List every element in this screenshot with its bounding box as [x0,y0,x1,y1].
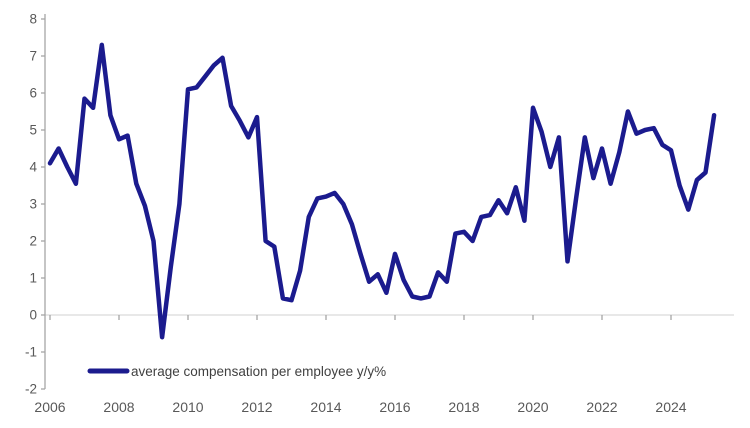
x-tick-label: 2012 [241,399,272,415]
x-tick-label: 2006 [34,399,65,415]
x-tick-label: 2010 [172,399,203,415]
x-tick-label: 2022 [586,399,617,415]
x-tick-label: 2016 [379,399,410,415]
y-tick-label: 3 [29,197,37,212]
x-tick-label: 2018 [448,399,479,415]
x-tick-label: 2008 [103,399,134,415]
legend-label: average compensation per employee y/y% [131,364,386,379]
y-tick-label: 0 [29,308,37,323]
y-tick-label: 5 [29,123,37,138]
x-tick-label: 2014 [310,399,341,415]
series-line [47,42,717,340]
y-tick-label: 7 [29,49,37,64]
legend: average compensation per employee y/y% [87,364,386,379]
y-tick-label: 6 [29,86,37,101]
y-tick-label: 2 [29,234,37,249]
y-tick-label: 8 [29,12,37,27]
y-tick-label: -1 [25,345,37,360]
x-tick-label: 2024 [655,399,686,415]
y-tick-label: 1 [29,271,37,286]
y-tick-label: -2 [25,382,37,397]
x-tick-label: 2020 [517,399,548,415]
y-tick-label: 4 [29,160,37,175]
